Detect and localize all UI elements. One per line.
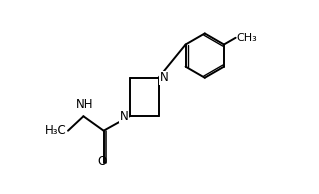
Text: NH: NH [76, 98, 93, 111]
Text: O: O [98, 155, 107, 168]
Text: N: N [120, 110, 129, 123]
Text: H₃C: H₃C [45, 124, 67, 137]
Text: N: N [160, 71, 168, 84]
Text: CH₃: CH₃ [237, 33, 257, 43]
